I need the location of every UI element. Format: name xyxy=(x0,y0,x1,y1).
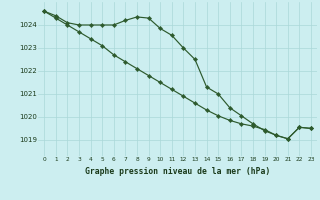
X-axis label: Graphe pression niveau de la mer (hPa): Graphe pression niveau de la mer (hPa) xyxy=(85,167,270,176)
